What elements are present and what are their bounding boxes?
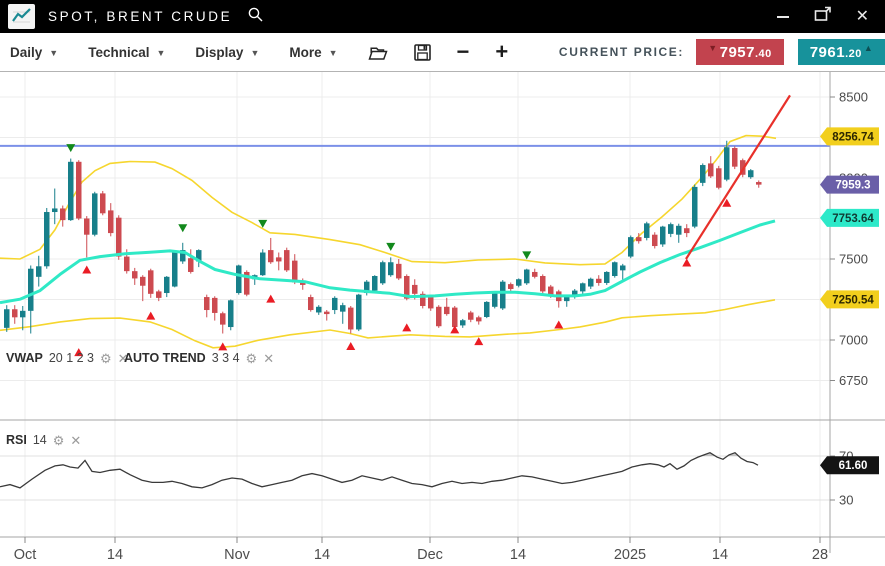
svg-text:7250.54: 7250.54 [832,294,874,306]
buy-arrow-icon [450,325,460,334]
ask-price-badge: 7961.20 ▲ [798,39,885,65]
svg-text:Oct: Oct [14,547,37,563]
display-dropdown[interactable]: Display ▼ [195,44,260,60]
svg-text:2025: 2025 [614,547,646,563]
svg-text:8256.74: 8256.74 [832,131,874,143]
svg-text:7000: 7000 [839,333,868,348]
popout-icon[interactable] [814,6,832,27]
svg-text:28: 28 [812,547,828,563]
title-bar: SPOT, BRENT CRUDE ✕ [0,0,885,33]
price-axis-labels: 850080007500700067507030 [830,90,868,508]
price-down-arrow-icon: ▼ [708,43,718,53]
svg-text:14: 14 [107,547,123,563]
gear-icon[interactable]: ⚙ [245,350,258,366]
close-icon[interactable]: ✕ [70,432,82,448]
svg-text:14: 14 [314,547,330,563]
save-icon[interactable] [413,43,431,61]
svg-text:7500: 7500 [839,252,868,267]
more-dropdown[interactable]: More ▼ [289,44,338,60]
open-folder-icon[interactable] [368,44,388,61]
autotrend-indicator-legend: AUTO TREND 3 3 4 ⚙ ✕ [124,350,275,366]
price-chart-svg[interactable]: 850080007500700067507030Oct14Nov14Dec142… [0,72,885,566]
svg-text:6750: 6750 [839,373,868,388]
price-badge [820,175,879,194]
svg-text:14: 14 [510,547,526,563]
svg-text:7753.64: 7753.64 [832,213,874,225]
gear-icon[interactable]: ⚙ [100,350,112,366]
svg-text:Dec: Dec [417,547,443,563]
buy-arrow-icon [722,198,732,207]
price-badge [820,208,879,227]
chevron-down-icon: ▼ [328,48,338,58]
buy-arrow-icon [218,342,228,351]
current-price-label: CURRENT PRICE: [558,45,684,59]
buy-arrow-icon [146,311,156,320]
zoom-in-button[interactable]: + [495,39,509,64]
buy-arrow-icon [474,337,484,346]
app-logo-icon [8,4,35,29]
candles-layer [4,140,762,334]
buy-arrow-icon [346,341,356,350]
sell-arrow-icon [66,144,76,153]
chevron-down-icon: ▼ [156,48,166,58]
buy-arrow-icon [554,320,564,329]
trend-line [685,94,791,260]
svg-text:30: 30 [839,493,853,508]
price-badge [820,290,879,309]
timeframe-dropdown[interactable]: Daily ▼ [10,44,59,60]
lower-band-line [0,299,776,349]
svg-text:7959.3: 7959.3 [835,180,870,192]
window-controls: ✕ [776,6,869,27]
buy-arrow-icon [402,323,412,332]
sell-arrow-icon [386,242,396,251]
sell-arrow-icon [178,224,188,233]
price-up-arrow-icon: ▲ [863,43,874,53]
sell-arrow-icon [522,251,532,260]
zoom-out-button[interactable]: − [456,39,470,64]
chevron-down-icon: ▼ [250,48,260,58]
vwap-indicator-legend: VWAP 20 1 2 3 ⚙ ✕ [6,350,129,366]
buy-arrow-icon [682,258,692,267]
close-icon[interactable]: ✕ [117,350,129,366]
bid-price-badge: ▼ 7957.40 [696,39,784,65]
rsi-indicator-legend: RSI 14 ⚙ ✕ [6,432,82,448]
close-icon[interactable]: ✕ [263,350,275,366]
buy-arrow-icon [74,348,84,357]
buy-arrow-icon [266,294,276,303]
vwap-line [0,219,776,305]
price-badge [820,456,879,475]
upper-band-line [0,134,777,266]
svg-text:8500: 8500 [839,90,868,105]
technical-dropdown[interactable]: Technical ▼ [88,44,166,60]
instrument-title: SPOT, BRENT CRUDE [48,9,233,24]
sell-arrow-icon [258,219,268,228]
signal-markers-layer [66,144,732,357]
toolbar: Daily ▼ Technical ▼ Display ▼ More ▼ − + CUR… [0,33,885,72]
time-axis-labels: Oct 14 Nov 14 Dec 14 2025 14 28 [14,537,828,563]
svg-text:Nov: Nov [224,547,251,563]
price-badge [820,127,879,146]
axis-badges: 8256.74 7959.3 7753.64 7250.54 61.60 [820,127,879,475]
svg-text:14: 14 [712,547,728,563]
buy-arrow-icon [82,265,92,274]
minimize-button[interactable] [776,7,790,26]
chevron-down-icon: ▼ [49,48,59,58]
svg-text:61.60: 61.60 [839,460,868,472]
gear-icon[interactable]: ⚙ [52,432,65,448]
rsi-line [0,451,759,489]
search-icon[interactable] [247,6,264,28]
close-button[interactable]: ✕ [855,7,869,25]
chart-area: 850080007500700067507030Oct14Nov14Dec142… [0,72,885,566]
